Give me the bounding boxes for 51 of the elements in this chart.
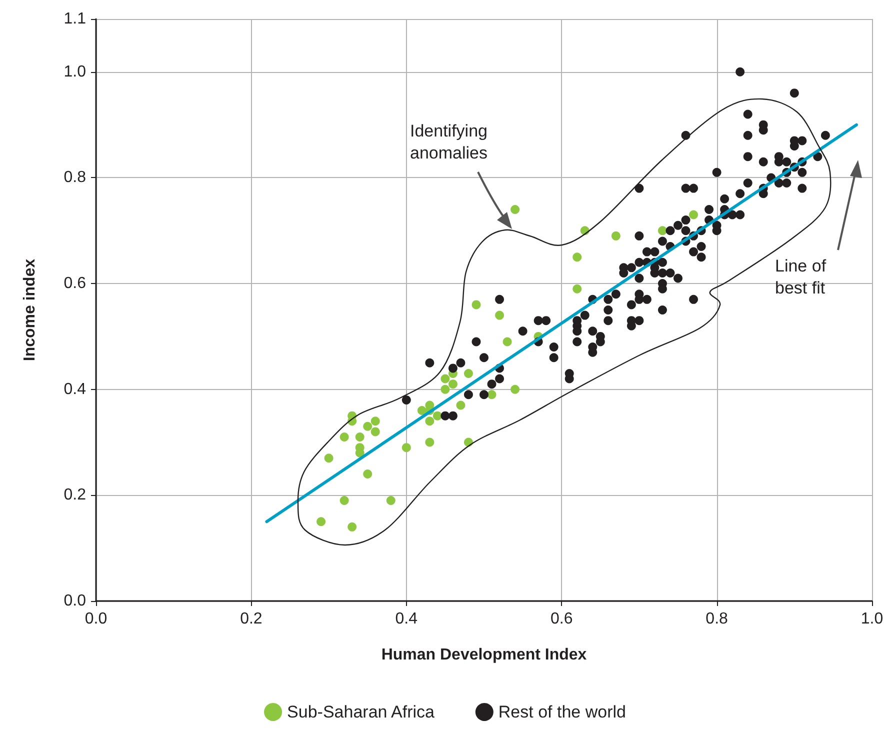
x-tick-label: 0.0 — [84, 610, 108, 628]
point — [658, 226, 667, 236]
point — [348, 522, 357, 532]
y-tick-label: 0.8 — [64, 169, 86, 186]
y-tick-label: 0.4 — [64, 380, 86, 398]
x-tick-label: 0.6 — [550, 610, 573, 628]
point — [502, 337, 512, 346]
point — [456, 400, 466, 410]
point — [363, 422, 372, 431]
point — [689, 210, 698, 220]
point — [425, 416, 434, 426]
legend-label: Rest of the world — [498, 702, 626, 722]
point — [402, 443, 411, 452]
point — [440, 374, 450, 384]
point — [340, 432, 349, 442]
point — [340, 496, 349, 505]
y-tick-label: 1.0 — [64, 63, 86, 80]
point — [417, 406, 426, 416]
annotation: Line of best fit — [775, 256, 831, 298]
x-axis-title: Human Development Index — [381, 646, 587, 664]
point — [370, 416, 380, 426]
point — [464, 368, 473, 378]
point — [355, 432, 364, 442]
point — [363, 470, 372, 479]
point — [495, 310, 504, 320]
x-tick-label: 1.0 — [860, 610, 884, 628]
point — [425, 438, 434, 447]
point — [510, 384, 520, 394]
x-tick-label: 0.8 — [706, 610, 728, 628]
x-tick-label: 0.2 — [240, 610, 262, 628]
point — [324, 454, 334, 463]
point — [487, 390, 496, 400]
point — [572, 284, 582, 294]
point — [611, 231, 620, 240]
y-tick-label: 0.6 — [64, 275, 86, 292]
legend-label: Sub-Saharan Africa — [287, 702, 436, 722]
y-tick-label: 0.0 — [64, 592, 86, 610]
point — [510, 204, 520, 214]
point — [386, 496, 396, 505]
point — [448, 380, 458, 389]
y-tick-label: 0.2 — [64, 486, 86, 504]
point — [572, 252, 582, 262]
y-axis-title: Income index — [22, 258, 38, 362]
y-tick-label: 1.1 — [64, 10, 86, 28]
x-tick-label: 0.4 — [395, 610, 418, 628]
point — [472, 300, 481, 310]
point — [370, 427, 380, 436]
point — [432, 411, 442, 420]
point — [316, 517, 326, 526]
point — [440, 384, 450, 394]
annotation: Identifying anomalies — [410, 122, 492, 162]
